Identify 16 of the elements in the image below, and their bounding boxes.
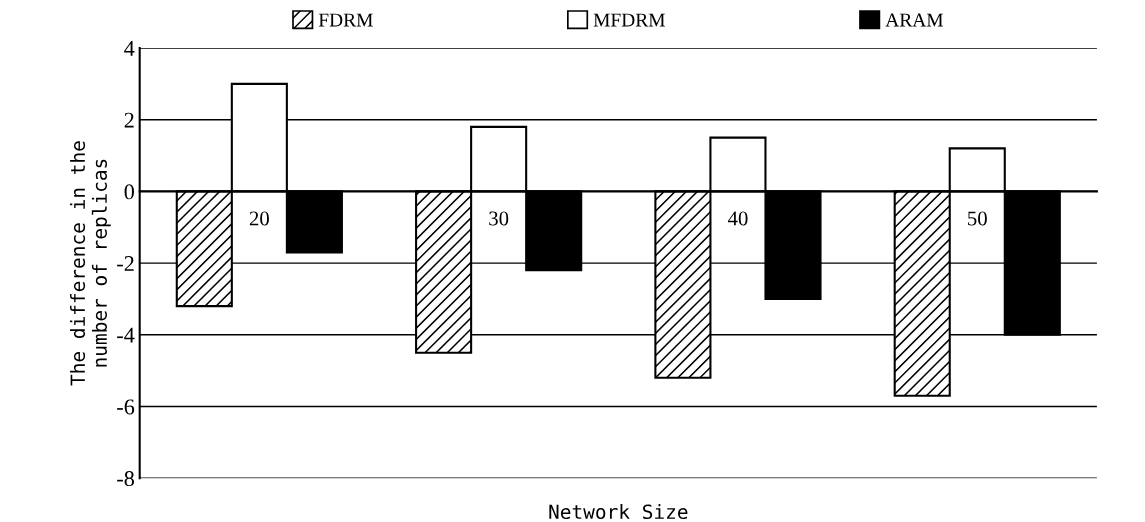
- y-tick-label: 4: [124, 41, 135, 56]
- y-tick-label: -2: [117, 256, 134, 271]
- y-tick-label: 0: [124, 184, 134, 200]
- y-tick-label: -4: [117, 327, 135, 343]
- x-tick-label: 20: [249, 211, 269, 226]
- x-tick-label: 50: [968, 211, 987, 226]
- x-tick-label: 30: [489, 211, 509, 226]
- y-tick-label: -8: [117, 471, 134, 487]
- y-tick-label: -6: [117, 399, 135, 415]
- y-tick-label: 2: [124, 112, 134, 128]
- x-tick-label: 40: [727, 211, 748, 226]
- legend-label: FDRM: [318, 13, 373, 27]
- legend-label: MFDRM: [593, 13, 665, 27]
- legend-label: ARAM: [885, 13, 944, 27]
- y-axis-title: The difference in the number of replicas: [70, 141, 111, 386]
- x-axis-title: Network Size: [549, 504, 688, 520]
